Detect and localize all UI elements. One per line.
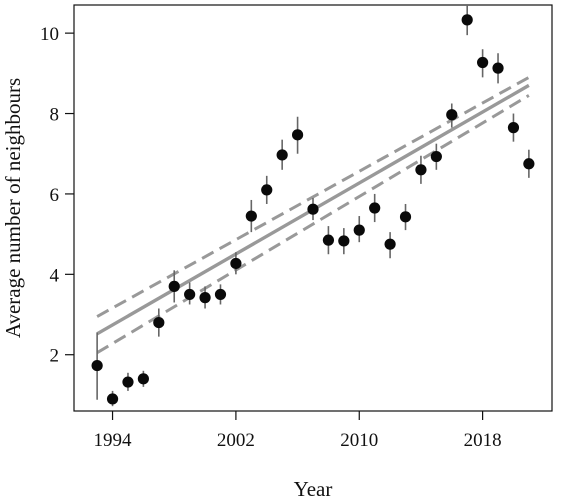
data-point (184, 288, 196, 301)
data-point (338, 235, 350, 247)
data-point (91, 359, 103, 372)
data-point (507, 122, 520, 134)
y-tick-label: 2 (50, 346, 60, 367)
ci-lower-line (96, 94, 530, 355)
data-point (168, 280, 180, 292)
data-point (415, 164, 427, 176)
y-tick-label: 6 (50, 185, 60, 206)
ci-upper-line (96, 76, 530, 318)
data-point (214, 288, 227, 301)
data-point (477, 56, 489, 69)
data-point (430, 150, 442, 163)
data-point (106, 393, 119, 405)
x-tick-label: 2018 (464, 430, 502, 451)
data-point (461, 14, 473, 26)
y-tick-label: 4 (50, 265, 60, 286)
plot-frame (73, 4, 553, 412)
x-tick-label: 2002 (217, 430, 255, 451)
data-point (307, 203, 319, 215)
x-axis-title: Year (294, 477, 333, 499)
y-tick-label: 8 (50, 105, 60, 126)
y-axis-title: Average number of neighbours (1, 78, 25, 338)
data-point (384, 238, 396, 250)
data-point (291, 129, 304, 141)
data-point (369, 202, 381, 214)
data-point (122, 376, 134, 388)
data-point (199, 292, 211, 304)
data-point (261, 184, 273, 196)
data-point (245, 210, 257, 222)
x-tick-label: 2010 (340, 430, 378, 451)
y-tick-label: 10 (40, 24, 59, 45)
data-point (523, 158, 535, 170)
data-point (153, 316, 165, 329)
data-point (353, 224, 365, 236)
x-tick-label: 1994 (94, 430, 133, 451)
data-point (137, 373, 149, 385)
data-point (230, 257, 242, 270)
data-point (492, 62, 504, 74)
data-point (322, 234, 335, 246)
data-point (446, 109, 458, 121)
data-point (399, 211, 412, 223)
data-point (276, 149, 288, 161)
